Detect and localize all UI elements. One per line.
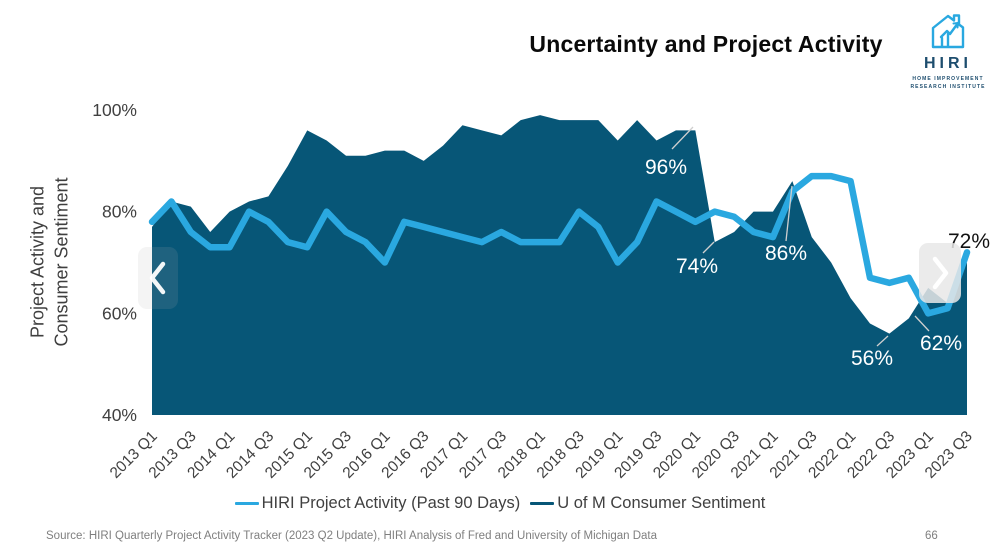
legend: HIRI Project Activity (Past 90 Days) U o… (0, 494, 1000, 513)
callout-leader-line (914, 315, 930, 332)
y-tick-label: 60% (102, 303, 137, 323)
y-axis-title: Project Activity and Consumer Sentiment (26, 177, 75, 346)
page-number: 66 (925, 530, 938, 542)
consumer-sentiment-area (152, 115, 967, 415)
house-with-chart-icon (931, 14, 965, 49)
y-tick-label: 80% (102, 202, 137, 222)
legend-item-consumer-sentiment: U of M Consumer Sentiment (530, 494, 765, 513)
logo-wordmark: HIRI (924, 55, 972, 72)
callout-leader-line (876, 335, 889, 347)
y-axis-title-line1: Project Activity and (27, 185, 48, 339)
chevron-right-icon (932, 256, 949, 290)
legend-swatch-project-activity (234, 502, 259, 505)
data-label-2020-q2: 74% (676, 255, 718, 278)
legend-label-consumer-sentiment: U of M Consumer Sentiment (557, 494, 766, 512)
chevron-left-icon (149, 261, 166, 295)
y-tick-label: 40% (102, 405, 137, 425)
callout-leader-line (702, 241, 715, 254)
callout-leader-line (671, 126, 694, 150)
logo-tagline-line1: HOME IMPROVEMENT (912, 76, 984, 82)
logo-tagline: HOME IMPROVEMENT RESEARCH INSTITUTE (898, 75, 998, 91)
hiri-logo: HIRI HOME IMPROVEMENT RESEARCH INSTITUTE (898, 10, 998, 91)
chart-title: Uncertainty and Project Activity (529, 31, 883, 57)
legend-label-project-activity: HIRI Project Activity (Past 90 Days) (261, 494, 521, 512)
carousel-prev-button[interactable] (138, 247, 178, 309)
project-activity-line (148, 172, 971, 317)
callout-leader-line (785, 185, 793, 242)
data-label-2023-q2: 62% (920, 332, 962, 355)
data-label-2021-q2: 86% (765, 242, 807, 265)
data-label-2022-q3: 56% (851, 347, 893, 370)
legend-item-project-activity: HIRI Project Activity (Past 90 Days) (234, 494, 521, 513)
y-tick-label: 100% (92, 100, 137, 120)
source-note: Source: HIRI Quarterly Project Activity … (46, 530, 658, 542)
logo-tagline-line2: RESEARCH INSTITUTE (910, 84, 986, 90)
legend-swatch-consumer-sentiment (530, 502, 555, 505)
y-axis-title-line2: Consumer Sentiment (52, 177, 72, 347)
data-label-2020-q1: 96% (645, 156, 687, 179)
carousel-next-button[interactable] (919, 243, 961, 303)
